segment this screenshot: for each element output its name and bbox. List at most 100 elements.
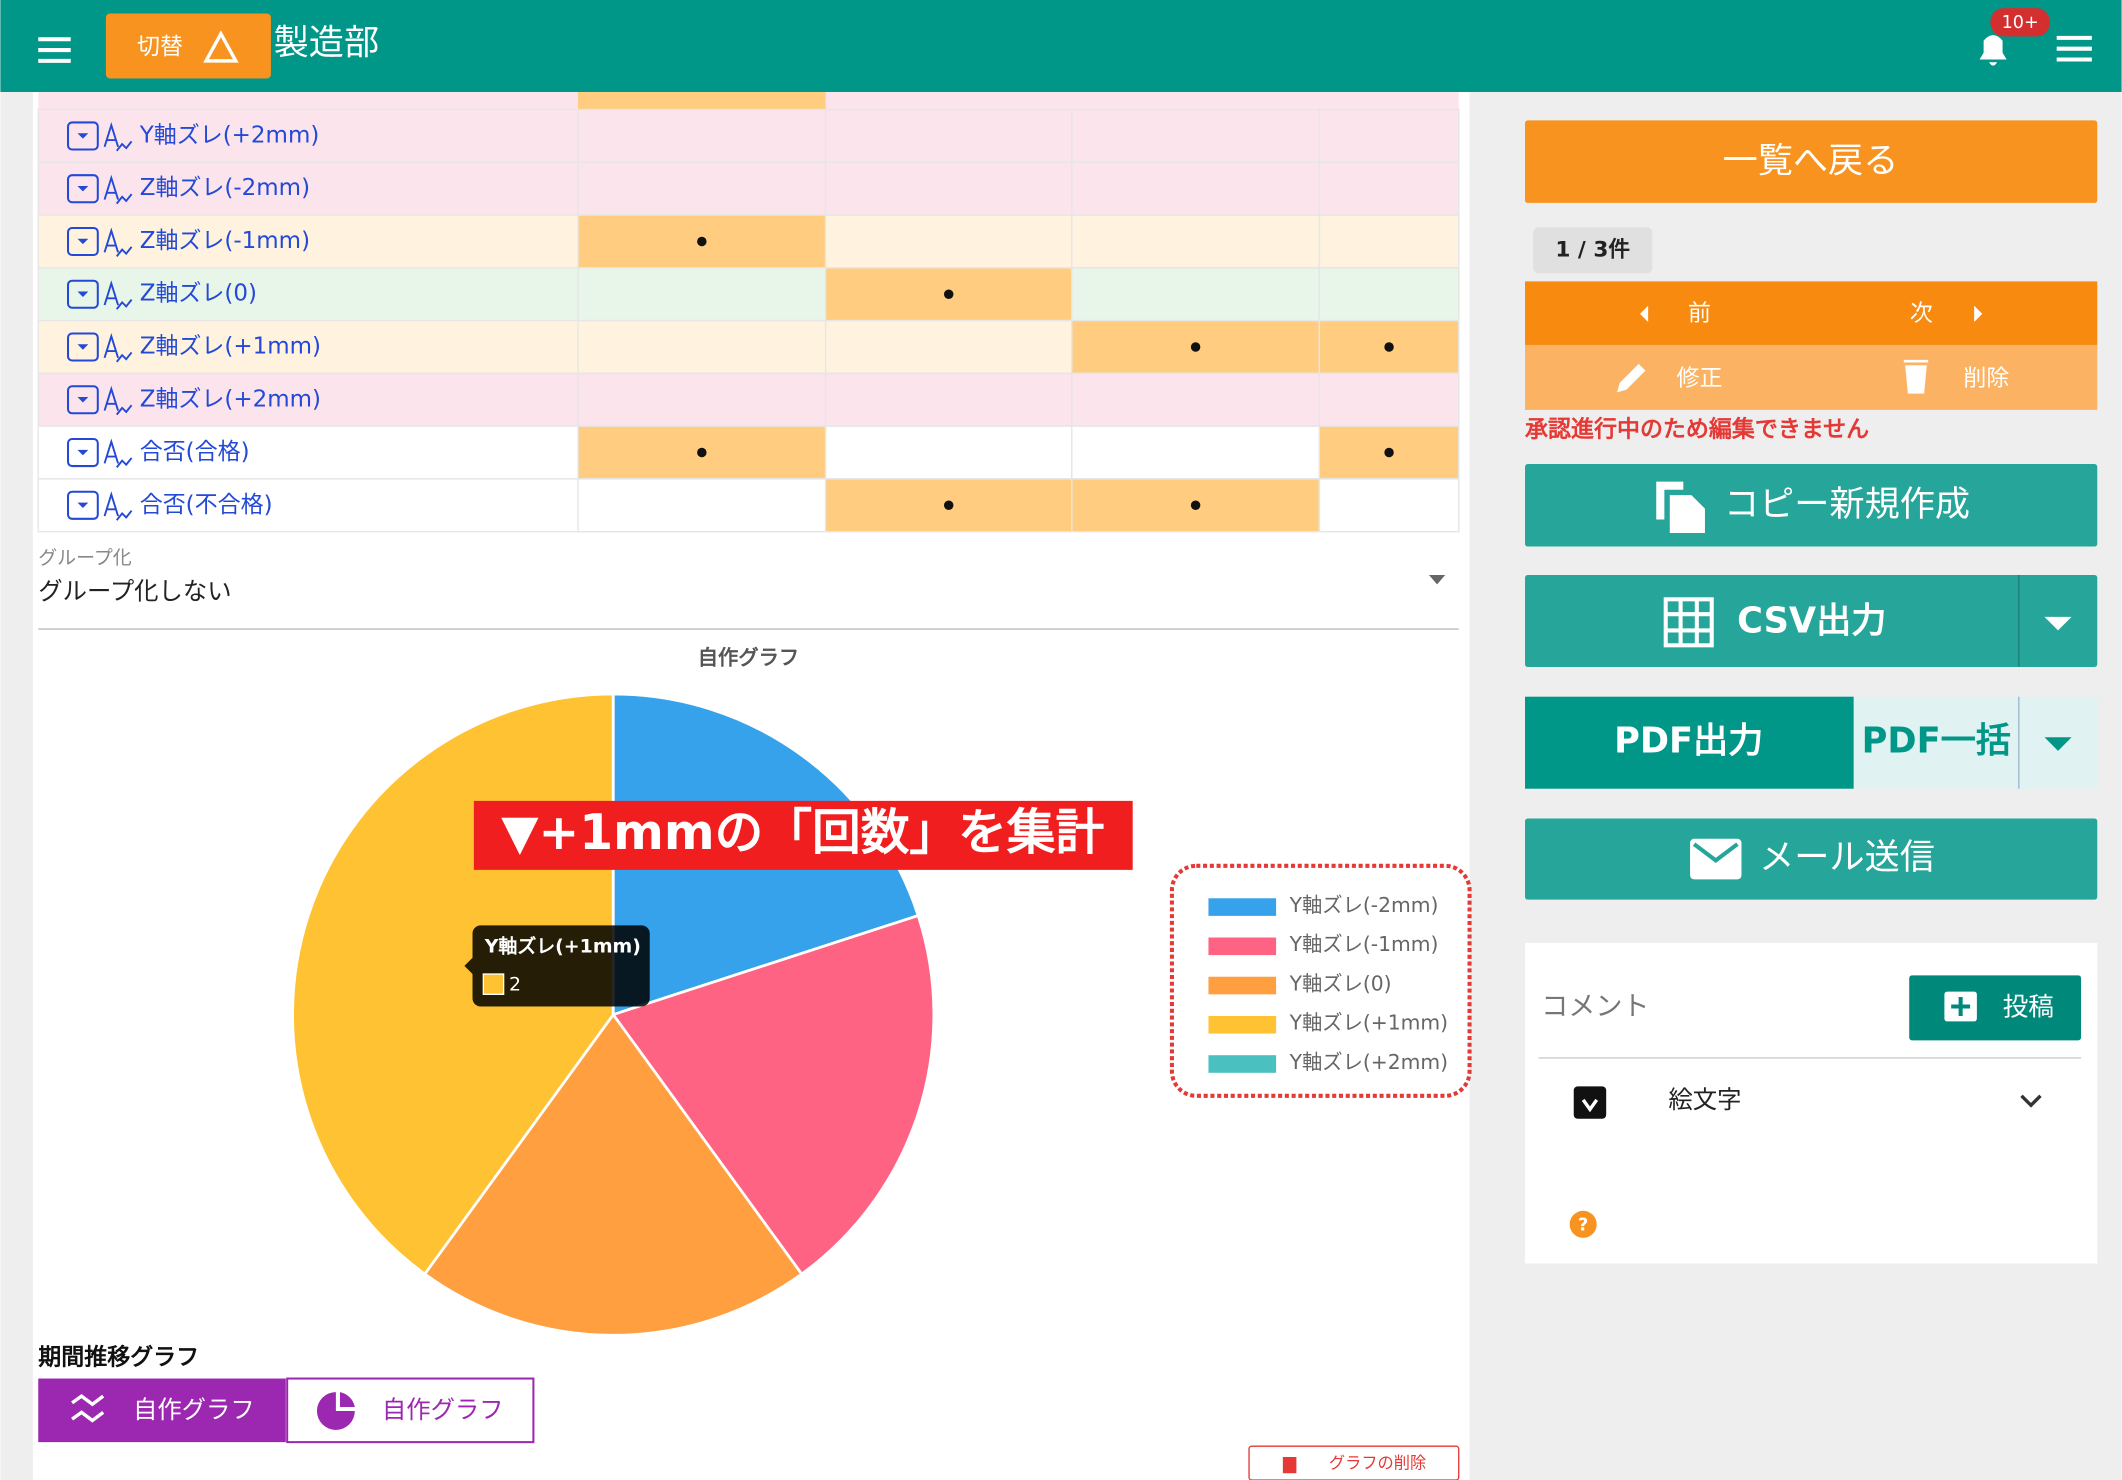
tooltip bbox=[472, 925, 650, 1007]
dot bbox=[1384, 447, 1394, 458]
type-icon bbox=[103, 280, 133, 310]
expand-caret bbox=[77, 502, 89, 508]
dot bbox=[1384, 342, 1394, 352]
csv-label: CSV出力 bbox=[1737, 600, 1886, 641]
legend-label: Y軸ズレ(-2mm) bbox=[1289, 893, 1439, 917]
grouping-value[interactable]: グループ化しない bbox=[38, 577, 231, 606]
tab-label: 自作グラフ bbox=[382, 1395, 504, 1424]
pencil-icon bbox=[1617, 363, 1646, 393]
legend: Y軸ズレ(-2mm) Y軸ズレ(-1mm) Y軸ズレ(0) Y軸ズレ(+1mm) Y軸ズ… bbox=[1208, 893, 1448, 1074]
tab-label: 自作グラフ bbox=[133, 1395, 255, 1424]
menu-icon-right[interactable] bbox=[2056, 35, 2092, 62]
delete-graph-label: グラフの削除 bbox=[1329, 1453, 1426, 1472]
edit-bar bbox=[1525, 344, 2098, 410]
row-label: 合否(合格) bbox=[140, 439, 250, 465]
warning: 承認進行中のため編集できません bbox=[1524, 416, 1869, 443]
switch-button[interactable] bbox=[105, 13, 271, 79]
row-label: Z軸ズレ(+2mm) bbox=[140, 386, 321, 412]
prev-label[interactable]: 前 bbox=[1688, 300, 1711, 326]
expand-caret bbox=[77, 291, 89, 297]
expand-caret bbox=[77, 397, 89, 403]
legend-swatch bbox=[1208, 976, 1277, 995]
switch-icon bbox=[203, 30, 239, 63]
legend-label: Y軸ズレ(+2mm) bbox=[1289, 1050, 1448, 1074]
count-chip bbox=[1533, 227, 1653, 274]
clipboard-arrow bbox=[1581, 1098, 1599, 1113]
switch-label: 切替 bbox=[137, 34, 183, 60]
next-label[interactable]: 次 bbox=[1910, 300, 1933, 326]
menu-icon[interactable] bbox=[38, 37, 71, 63]
delete-graph-button[interactable] bbox=[1248, 1445, 1460, 1480]
expand-box bbox=[67, 437, 99, 468]
back-button[interactable] bbox=[1525, 120, 2098, 203]
comment-label: コメント bbox=[1541, 991, 1649, 1022]
prev-icon bbox=[1640, 305, 1649, 322]
expand-caret bbox=[77, 449, 89, 456]
period-title: 期間推移グラフ bbox=[38, 1344, 199, 1371]
pdf-caret[interactable] bbox=[2044, 737, 2072, 751]
dot bbox=[697, 236, 707, 247]
row bbox=[37, 161, 1460, 216]
trash-icon bbox=[1903, 359, 1929, 394]
row-label: Y軸ズレ(+2mm) bbox=[139, 122, 320, 148]
mail-button[interactable] bbox=[1525, 818, 2098, 900]
pie-chart bbox=[291, 692, 936, 1337]
tab-active[interactable] bbox=[38, 1378, 286, 1443]
expand-box bbox=[67, 279, 99, 309]
grid-icon bbox=[1663, 597, 1714, 648]
csv-caret[interactable] bbox=[2044, 616, 2072, 631]
expand-box bbox=[67, 174, 99, 204]
expand-box bbox=[67, 490, 99, 520]
post-button[interactable] bbox=[1909, 975, 2082, 1041]
badge-text: 10+ bbox=[2002, 13, 2039, 33]
row-label: Z軸ズレ(+1mm) bbox=[140, 334, 321, 360]
help-glyph: ? bbox=[1578, 1216, 1588, 1236]
expand-icon[interactable] bbox=[2020, 1094, 2042, 1108]
row-label: Z軸ズレ(-2mm) bbox=[140, 175, 310, 201]
row-label: Z軸ズレ(-1mm) bbox=[140, 228, 310, 254]
type-icon bbox=[103, 491, 133, 521]
tooltip-arrow bbox=[464, 957, 473, 975]
expand-caret bbox=[77, 186, 89, 192]
tab[interactable] bbox=[286, 1377, 535, 1444]
dot bbox=[1190, 342, 1201, 352]
emoji-label[interactable]: 絵文字 bbox=[1668, 1085, 1741, 1114]
bell-icon[interactable] bbox=[1979, 35, 2007, 66]
pdf-label: PDF出力 bbox=[1614, 721, 1763, 762]
copy-icon bbox=[1656, 481, 1705, 534]
tooltip-title: Y軸ズレ(+1mm) bbox=[484, 934, 641, 957]
legend-swatch bbox=[1208, 1055, 1277, 1073]
expand-caret bbox=[77, 238, 89, 245]
mail-flap bbox=[1692, 842, 1739, 863]
row-label: 合否(不合格) bbox=[140, 492, 273, 518]
pdf-all-label: PDF一括 bbox=[1862, 721, 2011, 762]
type-icon bbox=[103, 121, 133, 152]
expand-box bbox=[67, 385, 99, 415]
annotation: ▼+1mmの「回数」を集計 bbox=[501, 805, 1104, 861]
type-icon bbox=[103, 333, 133, 363]
help-icon[interactable] bbox=[1569, 1210, 1597, 1238]
remove-label[interactable]: 削除 bbox=[1963, 365, 2009, 391]
page-title: 製造部 bbox=[274, 23, 379, 64]
app-bar bbox=[0, 0, 2122, 92]
edit-label[interactable]: 修正 bbox=[1677, 365, 1723, 391]
trash-icon bbox=[1282, 1457, 1297, 1474]
expand-box bbox=[67, 121, 99, 151]
copy-label: コピー新規作成 bbox=[1724, 484, 1970, 525]
legend-swatch bbox=[1208, 898, 1277, 916]
badge bbox=[1990, 8, 2050, 37]
expand-box bbox=[67, 332, 99, 362]
pdf-button[interactable] bbox=[1525, 696, 1854, 789]
row-label: Z軸ズレ(0) bbox=[140, 281, 257, 307]
pie-slice bbox=[611, 913, 936, 1276]
post-label: 投稿 bbox=[2003, 992, 2054, 1022]
clipboard-icon bbox=[1573, 1086, 1607, 1119]
tooltip-value: 2 bbox=[509, 973, 521, 995]
type-icon bbox=[103, 174, 133, 205]
dropdown-caret[interactable] bbox=[1428, 574, 1446, 585]
legend-swatch bbox=[1208, 937, 1277, 956]
tooltip-swatch bbox=[482, 973, 505, 996]
dot bbox=[943, 500, 954, 511]
expand-caret bbox=[77, 344, 89, 350]
